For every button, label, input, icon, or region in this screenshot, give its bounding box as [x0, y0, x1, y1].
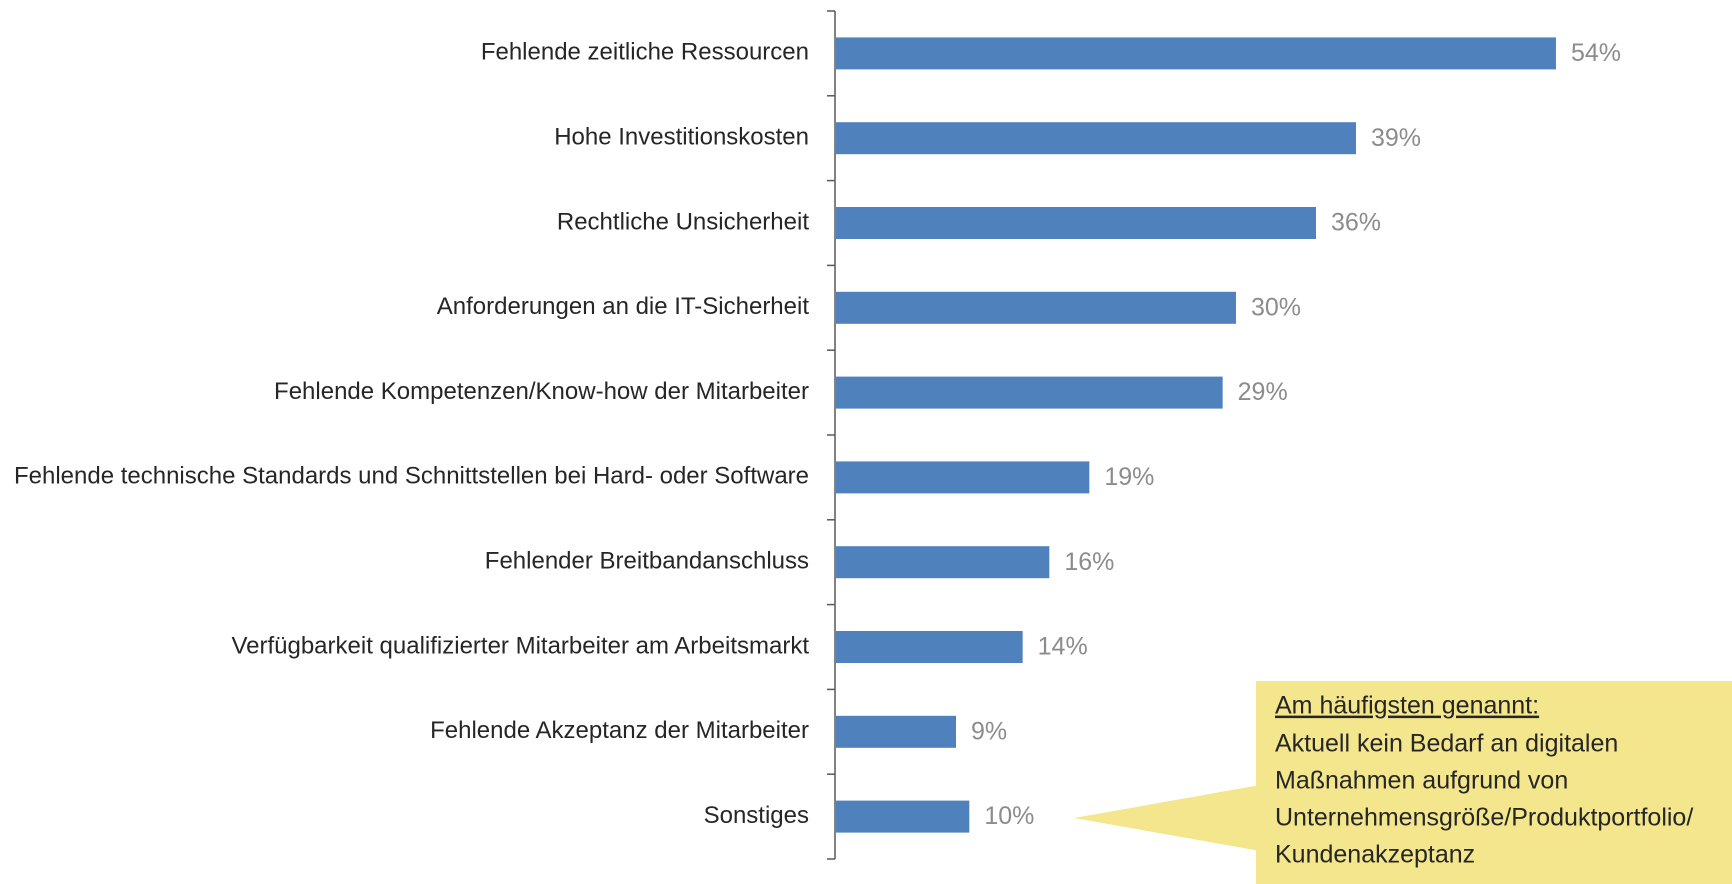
value-label: 36%: [1331, 209, 1381, 237]
bar: [836, 376, 1223, 409]
callout-line: Unternehmensgröße/Produktportfolio/: [1275, 804, 1693, 832]
value-label: 29%: [1238, 378, 1288, 406]
category-label: Verfügbarkeit qualifizierter Mitarbeiter…: [231, 632, 809, 659]
category-label: Anforderungen an die IT-Sicherheit: [437, 293, 810, 320]
value-label: 30%: [1251, 293, 1301, 321]
category-label: Fehlende technische Standards und Schnit…: [14, 463, 809, 490]
value-label: 16%: [1064, 548, 1114, 576]
value-label: 10%: [984, 802, 1034, 830]
callout-pointer: [1074, 785, 1260, 851]
category-label: Sonstiges: [704, 802, 809, 829]
category-label: Rechtliche Unsicherheit: [557, 208, 809, 235]
bar: [836, 122, 1356, 155]
callout-line: Kundenakzeptanz: [1275, 841, 1475, 869]
value-label: 39%: [1371, 124, 1421, 152]
bar: [836, 800, 970, 833]
callout-line: Aktuell kein Bedarf an digitalen: [1275, 730, 1618, 758]
value-label: 14%: [1038, 633, 1088, 661]
category-label: Fehlender Breitbandanschluss: [485, 548, 809, 575]
callout-line: Maßnahmen aufgrund von: [1275, 767, 1568, 795]
callout-heading: Am häufigsten genannt:: [1275, 692, 1539, 720]
bar: [836, 546, 1050, 579]
bar: [836, 291, 1236, 324]
value-label: 54%: [1571, 39, 1621, 67]
bar: [836, 37, 1556, 70]
bar: [836, 461, 1090, 494]
category-label: Fehlende Kompetenzen/Know-how der Mitarb…: [274, 378, 809, 405]
bar: [836, 207, 1316, 239]
value-label: 19%: [1104, 463, 1154, 491]
category-label: Hohe Investitionskosten: [554, 124, 809, 151]
category-label: Fehlende zeitliche Ressourcen: [481, 39, 809, 66]
category-label: Fehlende Akzeptanz der Mitarbeiter: [430, 717, 809, 744]
bar: [836, 631, 1023, 663]
bar: [836, 715, 956, 748]
callout-box: [1256, 681, 1732, 884]
value-label: 9%: [971, 717, 1007, 745]
